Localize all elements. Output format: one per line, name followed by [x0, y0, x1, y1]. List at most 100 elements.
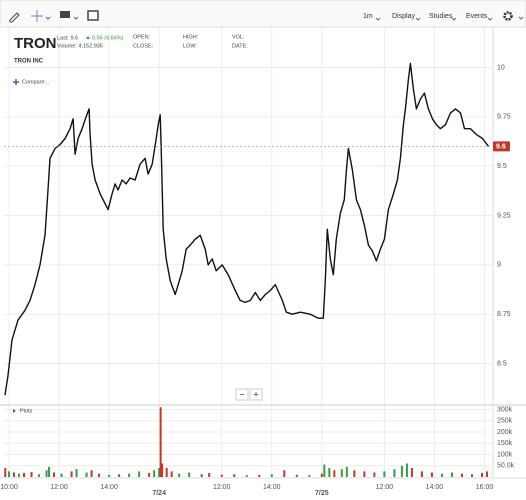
last-price: Last: 9.6 [57, 35, 78, 41]
volume-bar [345, 466, 348, 477]
volume-bar [340, 469, 343, 477]
volume-bar [128, 473, 131, 477]
volume-bar [373, 472, 376, 477]
x-tick-label: 14:00 [426, 484, 444, 491]
field-label: LOW: [183, 43, 197, 49]
volume-bar [470, 474, 473, 477]
x-tick-label: 12:00 [50, 484, 68, 491]
volume-bar [200, 474, 203, 477]
volume-bar [308, 475, 311, 477]
chevron [451, 17, 457, 21]
volume-bar [170, 471, 173, 477]
volume-bar [353, 470, 356, 477]
chevron [518, 16, 524, 20]
zoom-out-label[interactable]: − [239, 389, 244, 399]
expand-icon[interactable] [13, 409, 16, 413]
x-tick-label: 10:00 [0, 484, 18, 491]
comment-icon[interactable] [60, 11, 70, 18]
toolbar-item[interactable]: Studies [429, 13, 453, 20]
volume-bar [405, 463, 408, 477]
y-tick-label: 8.5 [497, 360, 507, 367]
compare-button[interactable]: Compare... [22, 79, 50, 85]
company-name: TRON INC [14, 59, 44, 65]
volume-bar [23, 472, 26, 477]
y-tick-label: 100k [497, 451, 513, 458]
toolbar-item[interactable]: Events [466, 13, 488, 20]
zoom-in-label[interactable]: + [253, 389, 258, 399]
chevron [487, 17, 493, 21]
volume-bar [430, 472, 433, 477]
volume-bar [363, 471, 366, 477]
volume-bar [138, 471, 141, 477]
volume-bar [53, 472, 56, 477]
volume-bar [108, 474, 111, 477]
field-label: HIGH: [183, 34, 199, 40]
volume-bar [48, 466, 51, 477]
up-arrow [86, 36, 90, 39]
draw-icon[interactable] [9, 12, 20, 23]
x-tick-label: 7/25 [315, 490, 329, 497]
crosshair-icon[interactable] [31, 10, 43, 22]
field-label: OPEN: [133, 34, 151, 40]
calendar-icon[interactable] [87, 10, 99, 21]
volume-bar [188, 472, 191, 477]
volume-bar [320, 473, 323, 477]
pane-title: Plots [20, 408, 32, 414]
volume: Volume: 4,152,935 [57, 43, 103, 49]
x-tick-label: 14:00 [100, 484, 118, 491]
volume-bar [480, 472, 483, 477]
volume-bar [153, 470, 156, 477]
volume-bar [159, 407, 162, 477]
y-tick-label: 10 [497, 64, 505, 71]
y-tick-label: 8.75 [497, 311, 511, 318]
zoom-in[interactable] [249, 388, 263, 401]
zoom-out[interactable] [235, 388, 249, 401]
volume-bar [18, 473, 21, 477]
volume-bar [30, 472, 33, 477]
y-tick-label: 150k [497, 440, 513, 447]
y-tick-label: 50.0k [497, 463, 515, 470]
x-tick-label: 12:00 [213, 484, 231, 491]
last-price-label: 9.6 [496, 143, 506, 150]
volume-bar [38, 474, 41, 477]
chevron [375, 17, 381, 21]
volume-bar [158, 468, 161, 477]
volume-bar [420, 471, 423, 477]
y-tick-label: 9.25 [497, 212, 511, 219]
volume-bar [283, 470, 286, 477]
price-line [4, 62, 490, 396]
grid [4, 27, 492, 478]
volume-bar [220, 474, 223, 477]
y-tick-label: 250k [497, 418, 513, 425]
volume-bar [258, 474, 261, 477]
volume-bar [333, 470, 336, 477]
symbol: TRON [14, 35, 57, 52]
field-label: VOL: [232, 34, 245, 40]
volume-bar [90, 470, 93, 477]
y-tick-label: 200k [497, 429, 513, 436]
settings-icon[interactable] [503, 11, 513, 21]
volume-bar [410, 468, 413, 477]
chevron [415, 17, 421, 21]
volume-bar [393, 469, 396, 477]
volume-bar [245, 475, 248, 477]
plus-icon[interactable] [13, 79, 19, 85]
volume-bar [233, 474, 236, 477]
volume-bar [75, 469, 78, 477]
volume-bar [98, 473, 101, 477]
y-tick-label: 9 [497, 262, 501, 269]
x-tick-label: 16:00 [476, 484, 494, 491]
volume-bar [45, 470, 48, 477]
volume-bar [161, 463, 164, 477]
volume-bar [400, 465, 403, 477]
toolbar-item[interactable]: 1m [363, 13, 373, 20]
volume-bar [178, 473, 181, 477]
change: 0.56 (6.84%) [92, 35, 124, 41]
volume-bar [485, 471, 488, 477]
marks [4, 62, 492, 477]
toolbar-item[interactable]: Display [392, 13, 415, 20]
volume-bar [60, 473, 63, 477]
volume-bar [440, 473, 443, 477]
